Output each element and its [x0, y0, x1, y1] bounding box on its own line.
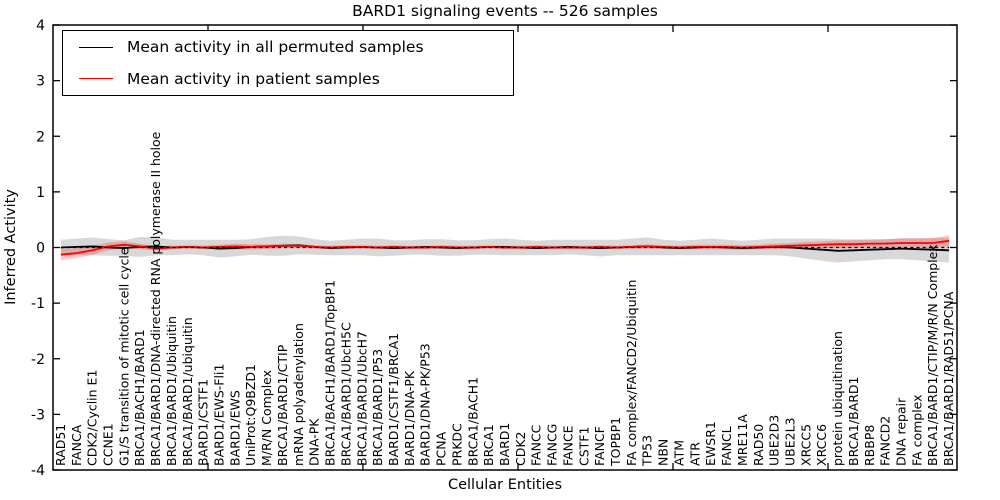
legend-entry-permuted: Mean activity in all permuted samples — [63, 32, 513, 62]
entity-label: BRCA1/BARD1/CTIP — [275, 344, 290, 466]
entity-label: FANCE — [560, 425, 575, 466]
entity-label: FANCF — [592, 426, 607, 466]
y-tick-label: -3 — [31, 407, 45, 423]
entity-label: FANCA — [69, 424, 84, 466]
entity-label: BARD1/CSTF1/BRCA1 — [386, 333, 401, 466]
entity-label: RAD51 — [53, 424, 68, 466]
y-tick-label: -2 — [31, 352, 45, 368]
legend-entry-patient: Mean activity in patient samples — [63, 64, 513, 94]
entity-label: mRNA polyadenylation — [291, 323, 306, 466]
entity-label: MRE11A — [735, 414, 750, 466]
entity-label: BRCA1/BARD1/ubiquitin — [180, 317, 195, 466]
entity-label: ATR — [687, 442, 702, 466]
entity-label: DNA-PK — [307, 418, 322, 466]
y-axis-label: Inferred Activity — [3, 189, 19, 305]
entity-label: CCNE1 — [101, 423, 116, 466]
y-tick-label: -4 — [31, 463, 45, 479]
entity-label: RAD50 — [751, 424, 766, 466]
entity-label: BARD1/DNA-PK — [402, 370, 417, 466]
entity-label: M/R/N Complex — [259, 370, 274, 466]
line-patient — [60, 239, 950, 256]
y-tick-label: 1 — [36, 185, 45, 201]
entity-label: XRCC5 — [798, 424, 813, 466]
entity-label: BRCA1/BARD1/UbcH7 — [354, 331, 369, 466]
entity-label: BRCA1/BARD1/CTIP/M/R/N Complex — [925, 244, 940, 466]
entity-label: BRCA1/BARD1/Ubiquitin — [164, 316, 179, 466]
legend-label-permuted: Mean activity in all permuted samples — [127, 38, 424, 57]
entity-label: BRCA1/BARD1 — [846, 377, 861, 466]
entity-label: BARD1/EWS — [227, 390, 242, 466]
legend-line-sample-permuted-icon — [79, 46, 113, 48]
entity-label: ATM — [672, 440, 687, 466]
entity-label: BARD1/DNA-PK/P53 — [418, 343, 433, 466]
entity-label: XRCC6 — [814, 424, 829, 466]
entity-label: G1/S transition of mitotic cell cycle — [116, 247, 131, 466]
y-tick-label: 3 — [36, 74, 45, 90]
entity-label: BRCA1 — [481, 424, 496, 466]
entity-label: PRKDC — [449, 423, 464, 466]
entity-label: BRCA1/BACH1/BARD1 — [132, 329, 147, 466]
entity-label: protein ubiquitination — [830, 331, 845, 466]
entity-label: FANCD2 — [878, 416, 893, 466]
entity-label: BRCA1/BACH1 — [465, 377, 480, 466]
legend-box: Mean activity in all permuted samples Me… — [62, 30, 514, 96]
chart-title: BARD1 signaling events -- 526 samples — [352, 2, 658, 20]
entity-label: BARD1 — [497, 423, 512, 466]
entity-label: DNA repair — [894, 397, 909, 466]
entity-label: BRCA1/BARD1/RAD51/PCNA — [941, 291, 956, 466]
entity-label: CDK2 — [513, 431, 528, 466]
band-permuted — [60, 235, 950, 263]
y-tick-label: 0 — [36, 241, 45, 257]
entity-label: CSTF1 — [576, 427, 591, 466]
y-tick-label: 4 — [36, 18, 45, 34]
entity-label: TOPBP1 — [608, 417, 623, 467]
entity-label: PCNA — [434, 431, 449, 466]
entity-label: EWSR1 — [703, 421, 718, 466]
entity-label: UBE2D3 — [767, 415, 782, 466]
entity-label: FANCL — [719, 426, 734, 466]
y-tick-label: 2 — [36, 129, 45, 145]
entity-label: FANCG — [545, 424, 560, 466]
entity-label: NBN — [656, 439, 671, 466]
entity-label: BRCA1/BARD1/DNA-directed RNA polymerase … — [148, 131, 163, 466]
entity-label: RBBP8 — [862, 425, 877, 466]
legend-label-patient: Mean activity in patient samples — [127, 69, 380, 88]
entity-label: BRCA1/BACH1/BARD1/TopBP1 — [323, 280, 338, 466]
y-tick-label: -1 — [31, 296, 45, 312]
entity-label: FA complex — [909, 394, 924, 466]
entity-label: BARD1/EWS-Fli1 — [212, 364, 227, 466]
entity-label: CDK2/Cyclin E1 — [85, 370, 100, 466]
entity-label: BARD1/CSTF1 — [196, 379, 211, 466]
entity-label: FA complex/FANCD2/Ubiquitin — [624, 280, 639, 466]
x-axis-label: Cellular Entities — [447, 477, 563, 493]
entity-label: BRCA1/BARD1/P53 — [370, 349, 385, 466]
entity-label: UniProt:Q9BZD1 — [243, 364, 258, 466]
entity-label: UBE2L3 — [783, 418, 798, 467]
entity-label: FANCC — [529, 424, 544, 466]
legend-line-sample-patient-icon — [79, 78, 113, 80]
entity-label: BRCA1/BARD1/UbcH5C — [338, 322, 353, 466]
entity-label: TP53 — [640, 435, 655, 467]
